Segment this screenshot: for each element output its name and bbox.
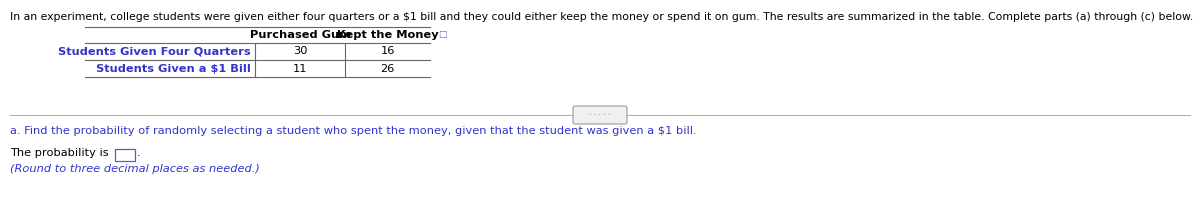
- Text: · · · · ·: · · · · ·: [589, 110, 611, 120]
- Text: The probability is: The probability is: [10, 148, 113, 158]
- Text: Kept the Money: Kept the Money: [337, 30, 438, 40]
- Text: (Round to three decimal places as needed.): (Round to three decimal places as needed…: [10, 164, 260, 174]
- Text: 26: 26: [380, 63, 395, 74]
- Text: Students Given Four Quarters: Students Given Four Quarters: [59, 46, 251, 57]
- FancyBboxPatch shape: [574, 106, 628, 124]
- Text: 11: 11: [293, 63, 307, 74]
- Text: □: □: [438, 30, 446, 40]
- FancyBboxPatch shape: [115, 149, 134, 161]
- Text: Students Given a $1 Bill: Students Given a $1 Bill: [96, 63, 251, 74]
- Text: Purchased Gum: Purchased Gum: [250, 30, 350, 40]
- Text: a. Find the probability of randomly selecting a student who spent the money, giv: a. Find the probability of randomly sele…: [10, 126, 697, 136]
- Text: 30: 30: [293, 46, 307, 57]
- Text: In an experiment, college students were given either four quarters or a $1 bill : In an experiment, college students were …: [10, 12, 1193, 22]
- Text: .: .: [137, 148, 140, 158]
- Text: 16: 16: [380, 46, 395, 57]
